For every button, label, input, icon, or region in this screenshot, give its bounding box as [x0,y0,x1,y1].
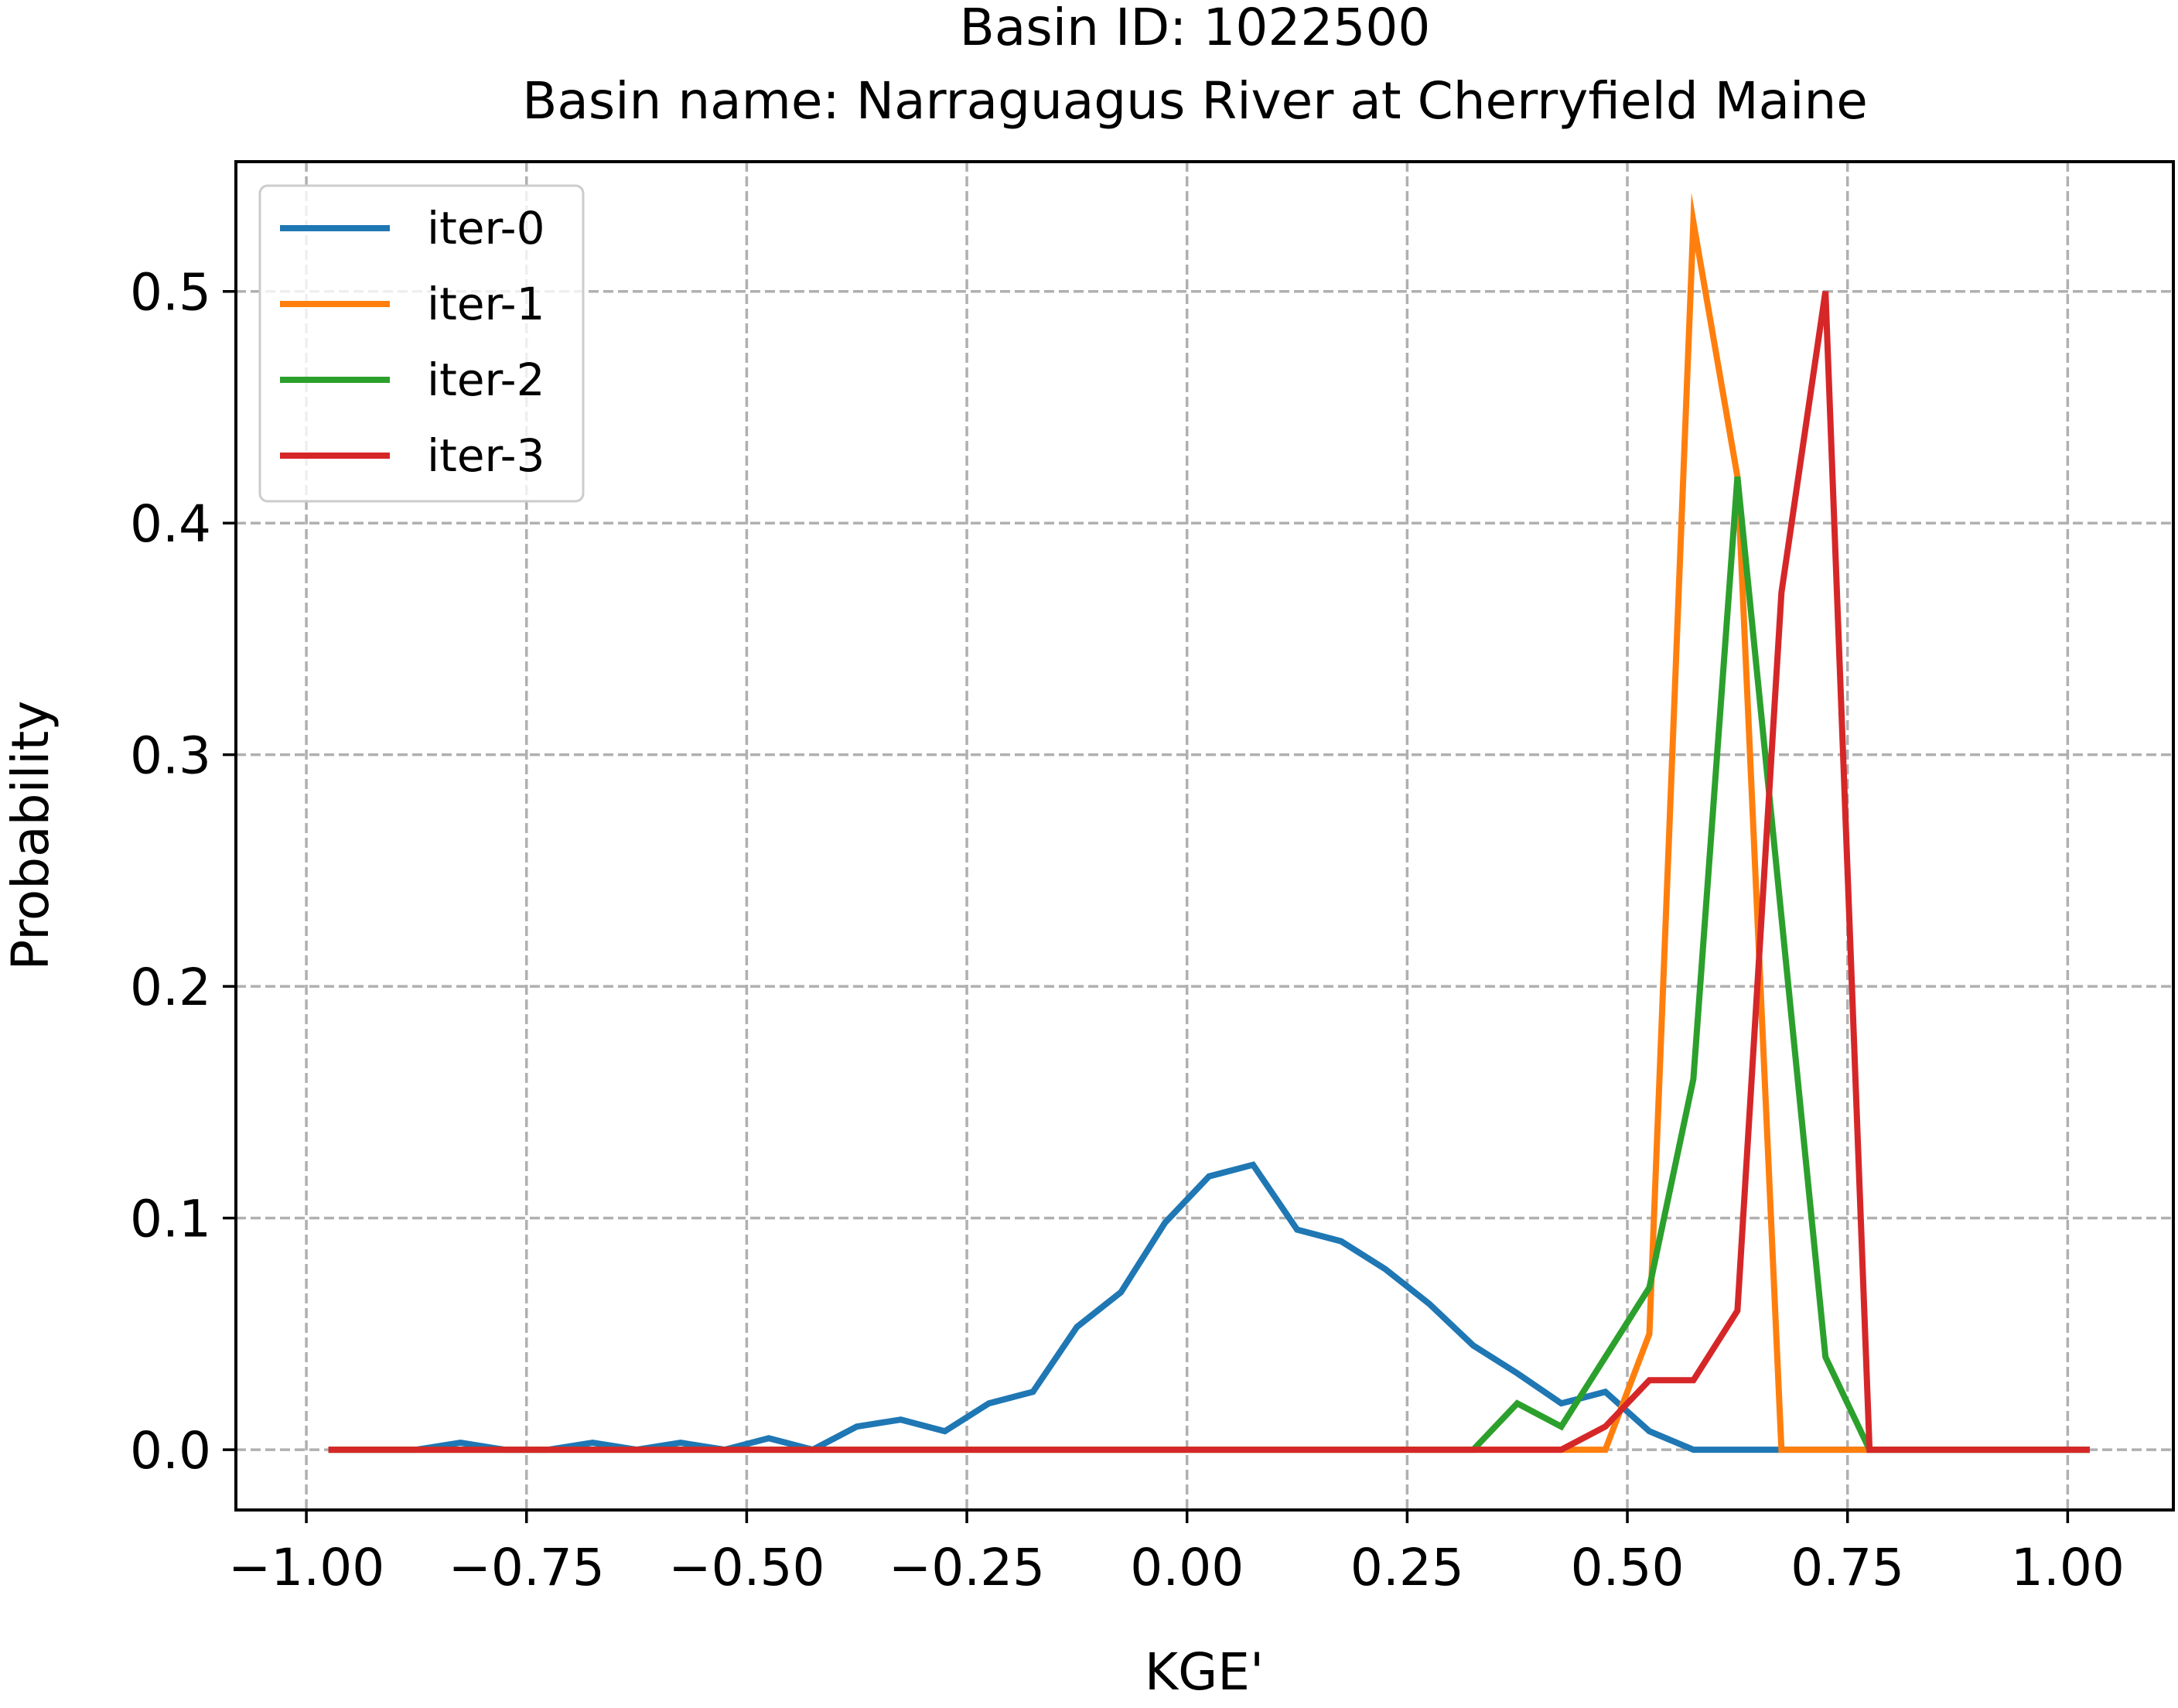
chart-title: Basin ID: 1022500 [960,0,1431,57]
legend-label-iter-3: iter-3 [427,429,545,482]
y-tick-label: 0.1 [130,1190,211,1249]
series-layer [328,192,2090,1454]
x-tick-label: −0.50 [668,1538,824,1597]
x-tick-label: −0.75 [449,1538,605,1597]
x-axis-label: KGE' [1145,1642,1264,1702]
series-line-iter-1 [328,192,2090,1454]
chart-subtitle: Basin name: Narraguagus River at Cherryf… [522,71,1868,131]
series-line-iter-3 [328,291,2090,1454]
x-tick-label: −0.25 [889,1538,1045,1597]
x-tick-label: 0.25 [1350,1538,1464,1597]
y-axis-ticks: 0.0 0.1 0.2 0.3 0.4 0.5 [130,263,236,1481]
legend-label-iter-2: iter-2 [427,354,545,406]
x-tick-label: 0.75 [1791,1538,1904,1597]
legend-label-iter-1: iter-1 [427,278,545,330]
y-tick-label: 0.4 [130,494,211,554]
x-tick-label: 0.50 [1571,1538,1685,1597]
y-tick-label: 0.3 [130,726,211,786]
y-tick-label: 0.0 [130,1421,211,1481]
legend-box [258,184,585,503]
legend: iter-0 iter-1 iter-2 iter-3 [258,184,585,503]
legend-label-iter-0: iter-0 [427,202,545,254]
series-line-iter-0 [328,1161,2090,1454]
x-axis-ticks: −1.00 −0.75 −0.50 −0.25 0.00 0.25 0.50 0.75 1.00 [228,1510,2125,1597]
y-axis-label: Probability [1,701,60,971]
x-tick-label: −1.00 [228,1538,384,1597]
y-tick-label: 0.2 [130,958,211,1017]
x-tick-label: 0.00 [1130,1538,1244,1597]
series-line-iter-2 [328,476,2090,1454]
plot-frame [234,160,2175,1512]
y-tick-label: 0.5 [130,263,211,323]
x-tick-label: 1.00 [2011,1538,2125,1597]
legend-items: iter-0 iter-1 iter-2 iter-3 [280,202,545,482]
